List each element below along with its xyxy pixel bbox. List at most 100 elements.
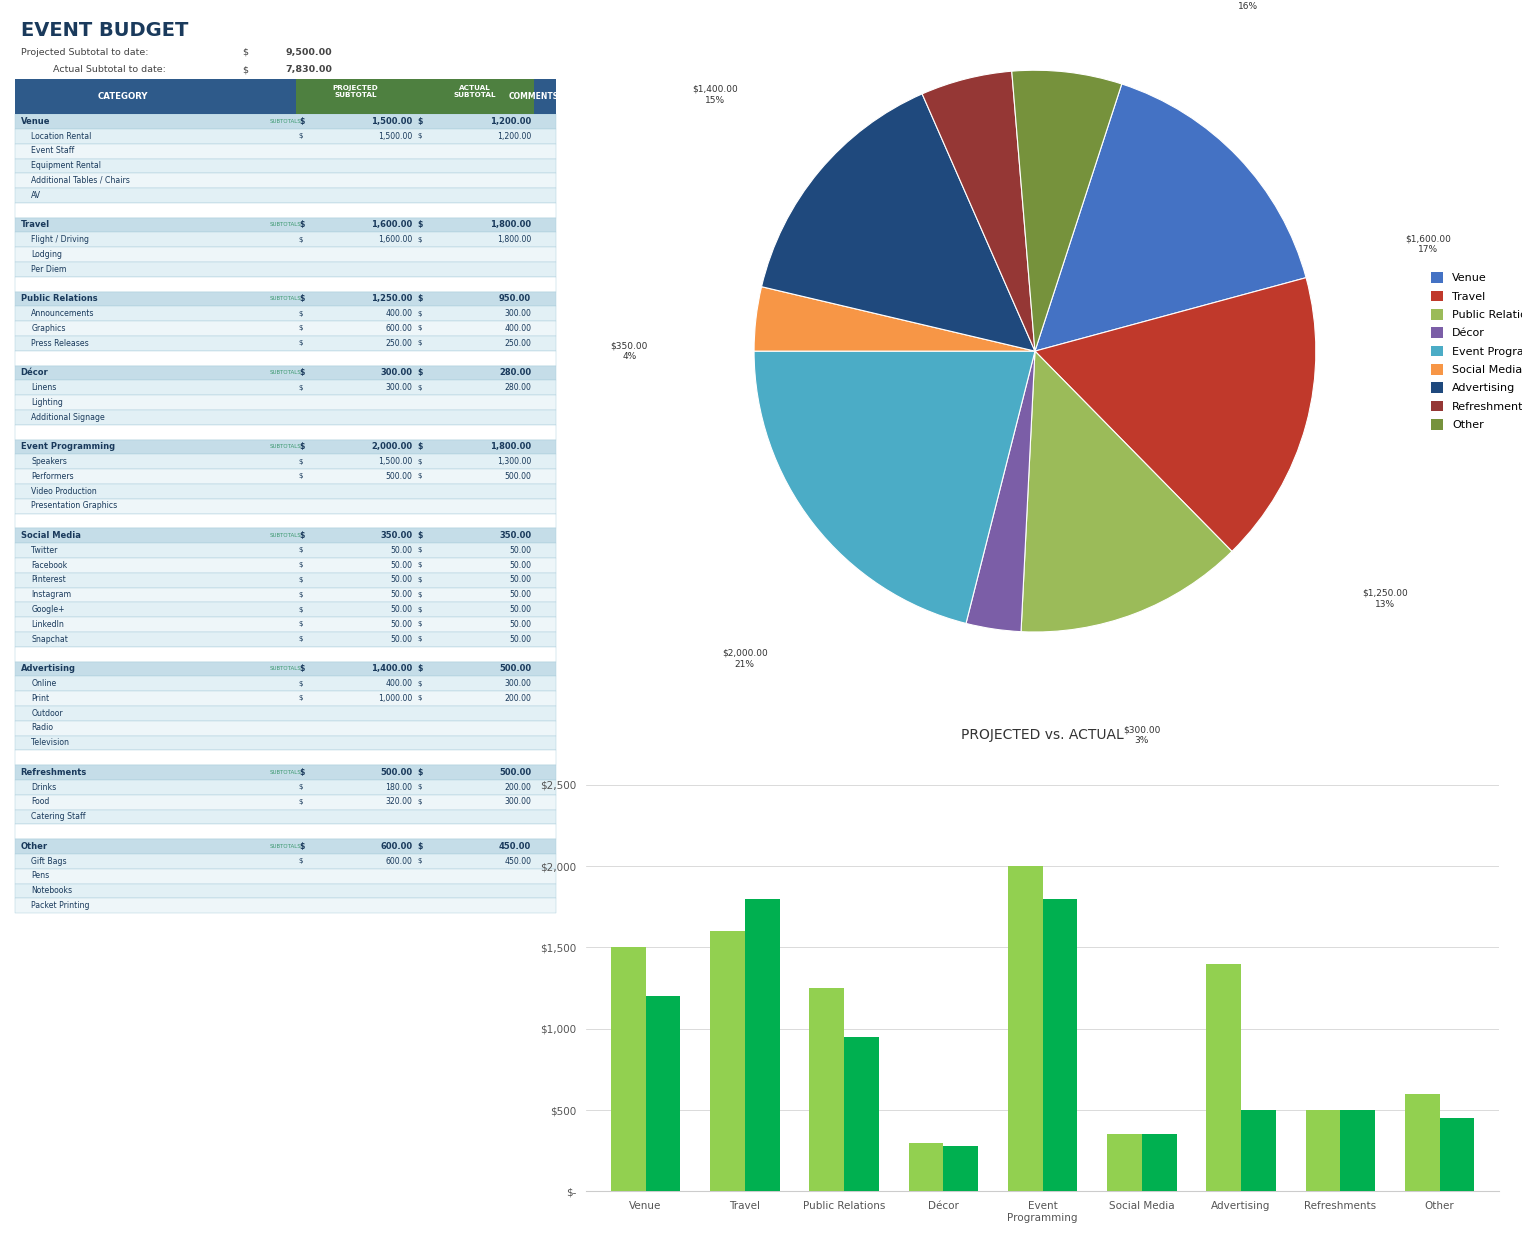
Bar [15, 869, 556, 884]
Bar [15, 144, 556, 158]
Text: $: $ [417, 459, 422, 464]
Bar [15, 188, 556, 203]
Text: $: $ [298, 607, 303, 612]
Bar [15, 647, 556, 662]
Text: Presentation Graphics: Presentation Graphics [32, 502, 117, 510]
Text: 450.00: 450.00 [504, 856, 531, 865]
Text: $: $ [298, 237, 303, 242]
Bar [711, 932, 744, 1191]
Text: Snapchat: Snapchat [32, 635, 68, 643]
Bar [15, 721, 556, 736]
Bar [15, 691, 556, 706]
Text: $: $ [298, 133, 303, 139]
Bar [15, 810, 556, 824]
Bar [810, 988, 845, 1191]
Text: 50.00: 50.00 [510, 561, 531, 569]
Text: 400.00: 400.00 [385, 308, 412, 319]
Bar [15, 706, 556, 721]
Text: 300.00: 300.00 [504, 678, 531, 688]
Text: 1,600.00: 1,600.00 [371, 221, 412, 229]
Text: 400.00: 400.00 [385, 678, 412, 688]
Bar [15, 588, 556, 602]
Wedge shape [1035, 277, 1317, 552]
Text: PROJECTED
SUBTOTAL: PROJECTED SUBTOTAL [333, 85, 379, 98]
Text: Facebook: Facebook [32, 561, 67, 569]
Bar [15, 440, 556, 454]
Text: 1,200.00: 1,200.00 [490, 117, 531, 125]
Bar [15, 780, 556, 795]
Text: 500.00: 500.00 [499, 665, 531, 673]
Text: $: $ [298, 621, 303, 627]
Text: Other: Other [21, 841, 47, 850]
Bar [15, 203, 556, 218]
Text: Advertising: Advertising [21, 665, 76, 673]
Text: Television: Television [32, 739, 70, 747]
Text: $: $ [417, 681, 422, 686]
Text: Refreshments: Refreshments [21, 767, 87, 776]
Text: $: $ [417, 665, 423, 673]
Text: Travel: Travel [21, 221, 50, 229]
Bar [15, 499, 556, 514]
Bar [1341, 1110, 1374, 1191]
Bar [1142, 1135, 1177, 1191]
Text: $: $ [298, 858, 303, 864]
Text: $: $ [298, 547, 303, 553]
Text: Additional Signage: Additional Signage [32, 413, 105, 421]
Bar [15, 558, 556, 573]
Text: 1,500.00: 1,500.00 [377, 456, 412, 466]
Text: SUBTOTALS: SUBTOTALS [269, 119, 301, 124]
Text: Pinterest: Pinterest [32, 576, 65, 584]
Text: AV: AV [32, 191, 41, 199]
Bar [15, 218, 556, 232]
Bar [15, 351, 556, 366]
Text: $: $ [417, 530, 423, 540]
Bar [15, 795, 556, 810]
Text: 320.00: 320.00 [385, 798, 412, 806]
Text: $: $ [298, 841, 304, 850]
Text: $: $ [298, 695, 303, 701]
Text: 9,500.00: 9,500.00 [286, 48, 332, 56]
Text: $: $ [417, 784, 422, 790]
Text: Lodging: Lodging [32, 250, 62, 258]
Text: $: $ [298, 592, 303, 598]
Text: $: $ [298, 799, 303, 805]
Text: $: $ [298, 459, 303, 464]
Text: $: $ [298, 665, 304, 673]
Text: Performers: Performers [32, 472, 75, 480]
Text: $2,000.00
21%: $2,000.00 21% [721, 648, 767, 668]
Text: 300.00: 300.00 [504, 798, 531, 806]
Text: $: $ [298, 681, 303, 686]
Wedge shape [1021, 351, 1231, 632]
Text: Public Relations: Public Relations [21, 295, 97, 303]
Text: $1,250.00
13%: $1,250.00 13% [1362, 588, 1408, 608]
Bar [1405, 1093, 1440, 1191]
Bar [15, 736, 556, 750]
Text: 350.00: 350.00 [380, 530, 412, 540]
Text: Press Releases: Press Releases [32, 339, 90, 347]
Bar [15, 514, 556, 528]
Bar [15, 484, 556, 499]
Text: 50.00: 50.00 [390, 576, 412, 584]
Text: $: $ [417, 311, 422, 316]
Text: $: $ [417, 340, 422, 346]
Text: SUBTOTALS: SUBTOTALS [269, 770, 301, 775]
Text: Announcements: Announcements [32, 308, 94, 319]
Text: 1,400.00: 1,400.00 [371, 665, 412, 673]
Text: $350.00
4%: $350.00 4% [610, 341, 648, 361]
Text: Gift Bags: Gift Bags [32, 856, 67, 865]
Text: $: $ [298, 369, 304, 377]
Text: 50.00: 50.00 [510, 619, 531, 628]
Bar [909, 1142, 944, 1191]
Text: $: $ [298, 784, 303, 790]
Text: 1,800.00: 1,800.00 [490, 221, 531, 229]
Text: SUBTOTALS: SUBTOTALS [269, 666, 301, 671]
Text: $1,600.00
17%: $1,600.00 17% [1405, 234, 1450, 255]
Text: ACTUAL
SUBTOTAL: ACTUAL SUBTOTAL [454, 85, 496, 98]
Text: Additional Tables / Chairs: Additional Tables / Chairs [32, 176, 131, 184]
Text: $: $ [417, 473, 422, 479]
Text: $: $ [417, 547, 422, 553]
Bar [15, 854, 556, 869]
Bar [15, 543, 556, 558]
Text: Linens: Linens [32, 382, 56, 393]
Text: $: $ [417, 695, 422, 701]
